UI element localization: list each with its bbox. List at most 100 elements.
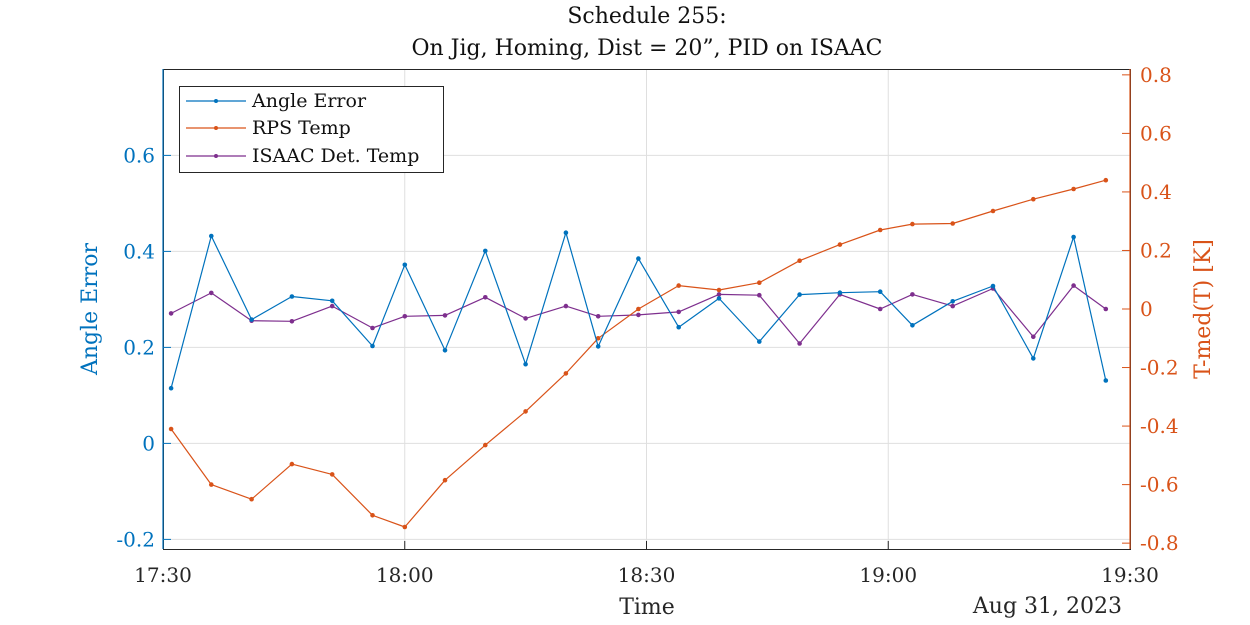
data-point-angle-error: [797, 292, 802, 297]
series-isaac-det-temp: [168, 283, 1109, 346]
data-point-isaac-det-temp: [209, 290, 214, 296]
data-point-isaac-det-temp: [595, 314, 601, 319]
data-point-isaac-det-temp: [370, 325, 375, 331]
data-point-isaac-det-temp: [402, 314, 408, 319]
data-point-isaac-det-temp: [1031, 334, 1036, 340]
data-point-rps-temp: [329, 472, 335, 477]
legend-marker-rps-temp: [214, 126, 218, 130]
data-point-angle-error: [636, 256, 641, 261]
data-point-angle-error: [1071, 234, 1076, 240]
x-axis-label: Time: [619, 595, 675, 620]
data-point-rps-temp: [209, 482, 214, 487]
data-point-rps-temp: [716, 287, 722, 293]
x-axis: 17:30 18:00 18:30 19:00 19:30: [134, 541, 1159, 587]
data-point-isaac-det-temp: [877, 306, 883, 312]
data-point-angle-error: [837, 290, 843, 296]
legend-label-rps-temp: RPS Temp: [252, 117, 351, 139]
data-point-rps-temp: [563, 371, 569, 376]
data-point-angle-error: [757, 339, 762, 344]
data-point-isaac-det-temp: [1071, 283, 1076, 288]
data-point-angle-error: [563, 230, 569, 235]
data-point-rps-temp: [370, 513, 375, 518]
y-right-tick-label: 0.2: [1140, 238, 1172, 262]
data-point-isaac-det-temp: [716, 292, 722, 297]
y-right-tick-label: 0.8: [1140, 63, 1172, 87]
y-left-tick-label: 0: [142, 431, 155, 455]
legend-marker-isaac-det-temp: [214, 154, 218, 158]
data-point-angle-error: [402, 262, 408, 268]
data-point-angle-error: [442, 348, 448, 353]
data-point-isaac-det-temp: [289, 319, 295, 324]
x-tick-label: 17:30: [134, 563, 192, 587]
legend: Angle Error RPS Temp ISAAC Det. Temp: [179, 86, 444, 173]
data-point-angle-error: [1031, 356, 1036, 361]
data-point-rps-temp: [990, 208, 996, 214]
y-right-tick-label: -0.4: [1140, 414, 1179, 438]
y-right-tick-label: 0.6: [1140, 121, 1172, 145]
y-axis-left-label: Angle Error: [78, 242, 103, 376]
data-point-rps-temp: [910, 221, 915, 227]
chart-title-line1: Schedule 255:: [567, 4, 726, 29]
x-tick-label: 19:00: [859, 563, 917, 587]
data-point-angle-error: [877, 289, 883, 295]
data-point-isaac-det-temp: [950, 303, 955, 309]
data-point-isaac-det-temp: [910, 292, 915, 297]
y-axis-left: -0.2 0 0.2 0.4 0.6: [116, 69, 171, 551]
y-left-tick-label: -0.2: [116, 527, 155, 551]
data-point-rps-temp: [1071, 186, 1076, 192]
x-tick-label: 18:30: [618, 563, 676, 587]
data-point-angle-error: [483, 248, 488, 254]
data-point-angle-error: [289, 294, 295, 299]
data-point-rps-temp: [676, 283, 681, 288]
data-point-angle-error: [716, 296, 722, 301]
data-point-angle-error: [676, 324, 681, 330]
data-point-rps-temp: [636, 306, 641, 312]
data-point-isaac-det-temp: [168, 311, 174, 316]
data-point-rps-temp: [595, 336, 601, 341]
series-angle-error: [168, 230, 1109, 391]
series-line-rps-temp: [170, 179, 1106, 528]
y-right-tick-label: -0.8: [1140, 531, 1179, 555]
legend-label-isaac-det-temp: ISAAC Det. Temp: [252, 145, 419, 167]
series-rps-temp: [168, 177, 1109, 530]
data-point-rps-temp: [757, 280, 762, 286]
data-point-rps-temp: [249, 496, 254, 502]
x-secondary-label: Aug 31, 2023: [972, 594, 1122, 619]
chart-title-line2: On Jig, Homing, Dist = 20”, PID on ISAAC: [411, 36, 882, 61]
y-axis-right: -0.8 -0.6 -0.4 -0.2 0 0.2 0.4 0.6 0.8: [1122, 63, 1179, 555]
y-right-tick-label: -0.2: [1140, 356, 1179, 380]
x-tick-label: 19:30: [1101, 563, 1159, 587]
y-left-tick-label: 0.6: [123, 143, 155, 167]
data-point-isaac-det-temp: [329, 303, 335, 309]
y-right-tick-label: 0.4: [1140, 180, 1172, 204]
data-point-rps-temp: [168, 426, 174, 432]
data-point-angle-error: [910, 323, 915, 328]
data-point-isaac-det-temp: [483, 295, 488, 300]
data-point-rps-temp: [442, 477, 448, 483]
data-point-rps-temp: [1103, 177, 1109, 183]
data-point-isaac-det-temp: [442, 313, 448, 318]
data-point-rps-temp: [950, 221, 955, 226]
data-point-angle-error: [990, 283, 996, 289]
data-point-isaac-det-temp: [797, 341, 802, 346]
data-point-isaac-det-temp: [676, 309, 681, 315]
data-point-rps-temp: [837, 242, 843, 247]
data-point-angle-error: [1103, 378, 1109, 383]
data-point-isaac-det-temp: [757, 292, 762, 298]
data-point-rps-temp: [289, 461, 295, 467]
data-point-isaac-det-temp: [563, 303, 569, 309]
data-point-rps-temp: [1031, 196, 1036, 202]
data-point-rps-temp: [483, 442, 488, 448]
data-point-angle-error: [249, 317, 254, 322]
data-point-angle-error: [950, 299, 955, 304]
data-point-rps-temp: [797, 258, 802, 264]
x-tick-label: 18:00: [376, 563, 434, 587]
data-point-isaac-det-temp: [1103, 306, 1109, 312]
data-point-angle-error: [595, 344, 601, 349]
y-right-tick-label: 0: [1140, 297, 1153, 321]
data-point-angle-error: [370, 343, 375, 349]
series-layer: [168, 177, 1109, 530]
data-point-rps-temp: [877, 227, 883, 233]
data-point-rps-temp: [402, 524, 408, 530]
